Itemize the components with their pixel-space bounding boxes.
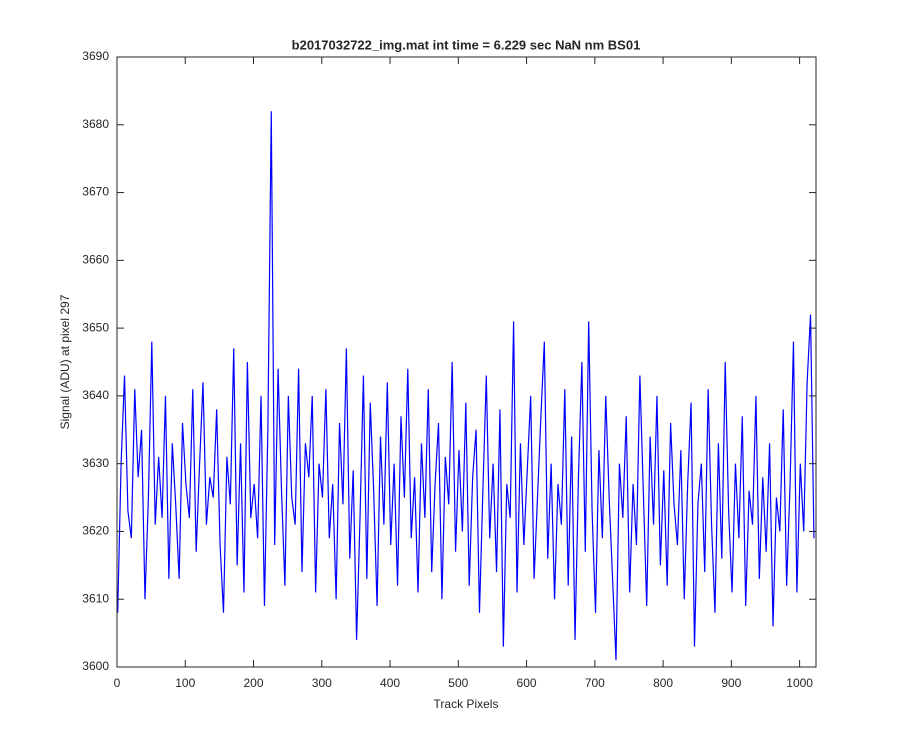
y-tick-label: 3610 [82,591,109,605]
y-tick-label: 3690 [82,49,109,63]
y-tick-label: 3640 [82,388,109,402]
x-axis-label: Track Pixels [434,697,499,711]
y-tick-label: 3630 [82,456,109,470]
data-line [117,111,815,661]
y-tick-label: 3620 [82,524,109,538]
x-tick-label: 700 [585,676,605,690]
axes-box [116,56,817,668]
y-tick-label: 3680 [82,117,109,131]
y-tick-label: 3660 [82,253,109,267]
x-tick-label: 100 [175,676,195,690]
chart-title: b2017032722_img.mat int time = 6.229 sec… [292,37,641,52]
x-tick-label: 900 [721,676,741,690]
x-tick-label: 300 [312,676,332,690]
y-tick-label: 3670 [82,185,109,199]
x-tick-label: 400 [380,676,400,690]
x-tick-label: 600 [517,676,537,690]
x-tick-label: 500 [448,676,468,690]
y-axis-label: Signal (ADU) at pixel 297 [58,294,72,429]
y-tick-label: 3650 [82,320,109,334]
y-tick-label: 3600 [82,659,109,673]
x-tick-label: 800 [653,676,673,690]
x-tick-label: 1000 [786,676,813,690]
x-tick-label: 0 [114,676,121,690]
x-tick-label: 200 [244,676,264,690]
